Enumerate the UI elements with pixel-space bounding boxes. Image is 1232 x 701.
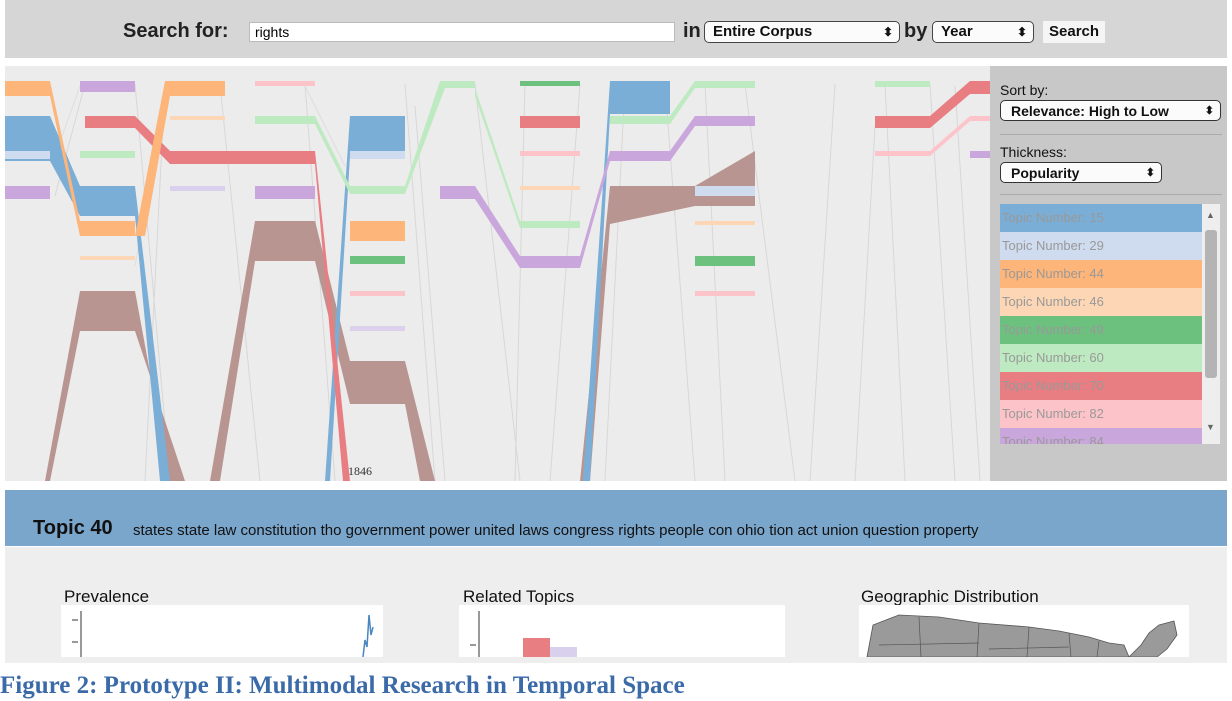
related-topics-bars [470, 611, 577, 657]
thickness-label: Thickness: [1000, 144, 1067, 160]
topic-list-scrollbar[interactable]: ▲ ▼ [1202, 204, 1220, 444]
flow-band [695, 221, 755, 225]
scope-select-value: Entire Corpus [713, 23, 813, 40]
us-map [866, 614, 1178, 657]
related-topic-bar[interactable] [550, 647, 577, 657]
flow-band [350, 256, 405, 264]
related-topics-chart[interactable] [459, 605, 785, 657]
prevalence-title: Prevalence [64, 587, 150, 606]
updown-arrows-icon: ⬍ [1145, 167, 1155, 179]
topic-list-item[interactable]: Topic Number: 49 [1000, 316, 1202, 344]
group-select[interactable]: Year ⬍ [932, 21, 1034, 43]
geographic-map[interactable] [859, 605, 1189, 657]
prevalence-sparkline [72, 611, 374, 657]
geographic-title: Geographic Distribution [861, 587, 1039, 606]
topic-flows [5, 81, 990, 481]
topic-list-item[interactable]: Topic Number: 84 [1000, 428, 1202, 444]
search-toolbar: Search for: in Entire Corpus ⬍ by Year ⬍… [5, 0, 1227, 58]
flow-band [5, 151, 50, 159]
flow-band [520, 186, 580, 190]
topic-list-item[interactable]: Topic Number: 15 [1000, 204, 1202, 232]
flow-band [520, 81, 580, 86]
topic-list-item[interactable]: Topic Number: 70 [1000, 372, 1202, 400]
topic-list-item[interactable]: Topic Number: 29 [1000, 232, 1202, 260]
search-input[interactable] [249, 22, 675, 42]
control-panel: Sort by: Relevance: High to Low ⬍ Thickn… [990, 66, 1227, 481]
flow-band [475, 88, 580, 228]
group-select-value: Year [941, 23, 973, 40]
map-borders [878, 616, 1100, 657]
flow-band [80, 81, 135, 92]
by-label: by [904, 20, 928, 42]
flow-band [325, 116, 405, 481]
flow-band [350, 326, 405, 331]
map-region [866, 614, 1130, 657]
flow-band [5, 116, 170, 481]
flow-band [45, 291, 185, 481]
updown-arrows-icon: ⬍ [1204, 105, 1214, 117]
updown-arrows-icon: ⬍ [1016, 25, 1027, 39]
flow-band [170, 116, 225, 120]
updown-arrows-icon: ⬍ [882, 25, 893, 39]
topic-keywords: states state law constitution tho govern… [133, 522, 979, 539]
prevalence-chart[interactable] [61, 605, 383, 657]
flow-band [695, 256, 755, 266]
flow-band [520, 151, 580, 156]
topic-detail-panels: Prevalence Related Topics Geographic Dis… [5, 547, 1227, 663]
thickness-select-value: Popularity [1011, 165, 1080, 181]
flow-band [80, 256, 135, 260]
flow-band [520, 116, 580, 128]
topic-list-item[interactable]: Topic Number: 44 [1000, 260, 1202, 288]
topic-flow-visualization[interactable]: 1846 [5, 66, 990, 481]
flow-line [54, 83, 981, 481]
flow-band [210, 221, 435, 481]
flow-band [875, 81, 990, 128]
map-region [1128, 620, 1178, 657]
divider [1000, 194, 1222, 195]
sort-select-value: Relevance: High to Low [1011, 103, 1169, 119]
figure-caption: Figure 2: Prototype II: Multimodal Resea… [0, 672, 685, 699]
related-topics-title: Related Topics [463, 587, 575, 606]
year-axis-label: 1846 [348, 464, 372, 478]
flow-band [970, 151, 990, 158]
prevalence-line [362, 614, 374, 657]
sort-select[interactable]: Relevance: High to Low ⬍ [1000, 100, 1221, 121]
topic-flow-chart[interactable] [5, 66, 990, 481]
topic-header: Topic 40 states state law constitution t… [5, 490, 1227, 546]
topic-list[interactable]: Topic Number: 15 Topic Number: 29 Topic Nu… [1000, 204, 1202, 444]
flow-band [170, 186, 225, 191]
thickness-select[interactable]: Popularity ⬍ [1000, 162, 1162, 183]
flow-band [580, 151, 755, 481]
scroll-up-icon[interactable]: ▲ [1206, 210, 1215, 220]
flow-band [255, 81, 315, 86]
flow-band [695, 291, 755, 296]
scroll-thumb[interactable] [1205, 230, 1217, 378]
topic-title: Topic 40 [33, 517, 113, 539]
scroll-down-icon[interactable]: ▼ [1206, 422, 1215, 432]
flow-band [695, 186, 755, 196]
search-label: Search for: [123, 20, 229, 42]
flow-band [350, 221, 405, 241]
scope-select[interactable]: Entire Corpus ⬍ [704, 21, 900, 43]
flow-band [5, 186, 50, 199]
topic-list-item[interactable]: Topic Number: 60 [1000, 344, 1202, 372]
flow-band [350, 291, 405, 296]
in-label: in [683, 20, 701, 42]
flow-band [80, 151, 135, 158]
topic-list-item[interactable]: Topic Number: 46 [1000, 288, 1202, 316]
topic-list-item[interactable]: Topic Number: 82 [1000, 400, 1202, 428]
divider [1000, 134, 1222, 135]
flow-band [583, 81, 670, 481]
flow-band [875, 116, 990, 156]
flow-band [135, 81, 225, 236]
search-button[interactable]: Search [1043, 21, 1106, 43]
flow-band [610, 81, 755, 124]
flow-band [350, 151, 405, 159]
sort-label: Sort by: [1000, 82, 1049, 98]
flow-band [255, 186, 315, 199]
flow-band [875, 81, 930, 87]
related-topic-bar[interactable] [523, 638, 550, 657]
